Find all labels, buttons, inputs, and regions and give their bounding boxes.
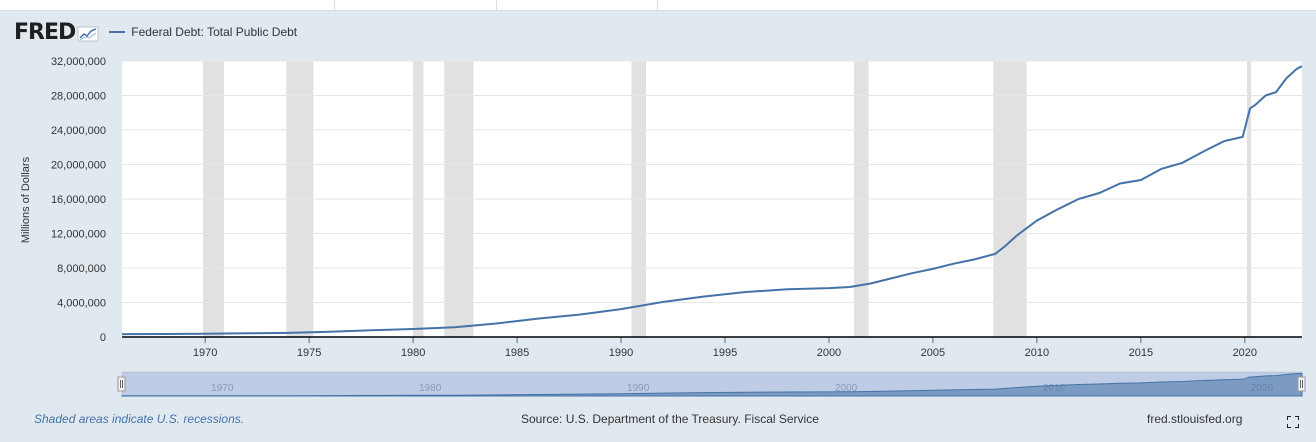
series-point[interactable] — [1270, 86, 1282, 98]
series-point[interactable] — [1052, 203, 1064, 215]
y-tick-label: 24,000,000 — [51, 125, 106, 137]
series-point[interactable] — [573, 309, 585, 321]
x-tick-label: 1980 — [401, 347, 425, 359]
series-point[interactable] — [969, 253, 981, 265]
series-point[interactable] — [1260, 90, 1272, 102]
series-point[interactable] — [1114, 177, 1126, 189]
y-tick-label: 32,000,000 — [51, 56, 106, 68]
x-tick-label: 2020 — [1233, 347, 1257, 359]
series-point[interactable] — [1000, 240, 1012, 252]
y-tick-label: 8,000,000 — [57, 263, 106, 275]
x-tick-label: 2005 — [921, 347, 945, 359]
legend-swatch — [109, 31, 126, 33]
x-tick-label: 1970 — [193, 347, 217, 359]
series-point[interactable] — [1135, 174, 1147, 186]
series-point[interactable] — [844, 281, 856, 293]
series-point[interactable] — [532, 313, 544, 325]
series-point[interactable] — [1093, 187, 1105, 199]
y-tick-label: 0 — [100, 332, 106, 344]
series-point[interactable] — [1296, 60, 1308, 72]
series-line[interactable] — [121, 65, 1303, 336]
series-point[interactable] — [1197, 146, 1209, 158]
series-point[interactable] — [490, 317, 502, 329]
series-point[interactable] — [116, 328, 128, 340]
navigator-year-label: 2000 — [835, 383, 858, 394]
series-point[interactable] — [1249, 99, 1261, 111]
navigator-year-label: 1990 — [627, 383, 650, 394]
x-tick-label: 2010 — [1025, 347, 1049, 359]
legend-series-label[interactable]: Federal Debt: Total Public Debt — [131, 25, 298, 39]
series-point[interactable] — [865, 278, 877, 290]
x-tick-label: 1975 — [297, 347, 321, 359]
navigator-year-label: 1980 — [419, 383, 442, 394]
series-point[interactable] — [324, 326, 336, 338]
series-point[interactable] — [407, 323, 419, 335]
tab-divider — [657, 0, 658, 11]
x-tick-label: 1985 — [505, 347, 529, 359]
x-tick-label: 1995 — [713, 347, 737, 359]
navigator-series-area — [121, 372, 1303, 397]
fullscreen-icon[interactable] — [1287, 416, 1299, 428]
fred-logo[interactable]: FRED — [14, 19, 76, 45]
series-point[interactable] — [823, 282, 835, 294]
series-point[interactable] — [1218, 135, 1230, 147]
range-navigator[interactable]: 197019801990200020102020 — [117, 371, 1306, 397]
navigator-handle-right[interactable] — [1297, 376, 1306, 392]
series-point[interactable] — [158, 328, 170, 340]
navigator-year-label: 1970 — [211, 383, 234, 394]
x-tick-label: 1990 — [609, 347, 633, 359]
tab-divider — [334, 0, 335, 11]
y-tick-label: 16,000,000 — [51, 194, 106, 206]
series-point[interactable] — [906, 267, 918, 279]
series-point[interactable] — [615, 303, 627, 315]
y-tick-label: 28,000,000 — [51, 91, 106, 103]
navigator-handle-left[interactable] — [117, 376, 126, 392]
y-tick-label: 20,000,000 — [51, 160, 106, 172]
series-point[interactable] — [740, 286, 752, 298]
x-tick-label: 2000 — [817, 347, 841, 359]
series-point[interactable] — [989, 248, 1001, 260]
series-point[interactable] — [1072, 193, 1084, 205]
y-tick-label: 12,000,000 — [51, 229, 106, 241]
series-point[interactable] — [1176, 157, 1188, 169]
source-credit: Source: U.S. Department of the Treasury.… — [521, 412, 819, 426]
series-point[interactable] — [948, 258, 960, 270]
series-point[interactable] — [1010, 230, 1022, 242]
y-tick-label: 4,000,000 — [57, 298, 106, 310]
series-point[interactable] — [657, 296, 669, 308]
series-point[interactable] — [927, 263, 939, 275]
x-tick-label: 2015 — [1129, 347, 1153, 359]
series-point[interactable] — [781, 283, 793, 295]
series-point[interactable] — [1237, 131, 1249, 143]
chart-header: FRED Federal Debt: Total Public Debt — [14, 18, 297, 46]
series-point[interactable] — [199, 328, 211, 340]
series-point[interactable] — [1156, 163, 1168, 175]
series-point[interactable] — [1031, 215, 1043, 227]
series-point[interactable] — [1280, 72, 1292, 84]
tab-divider — [496, 0, 497, 11]
site-link[interactable]: fred.stlouisfed.org — [1147, 412, 1243, 426]
series-point[interactable] — [698, 291, 710, 303]
top-tab-strip — [0, 0, 1316, 11]
line-graph-icon — [77, 26, 99, 42]
series-point[interactable] — [449, 321, 461, 333]
recession-note: Shaded areas indicate U.S. recessions. — [34, 412, 245, 426]
series-point[interactable] — [366, 324, 378, 336]
